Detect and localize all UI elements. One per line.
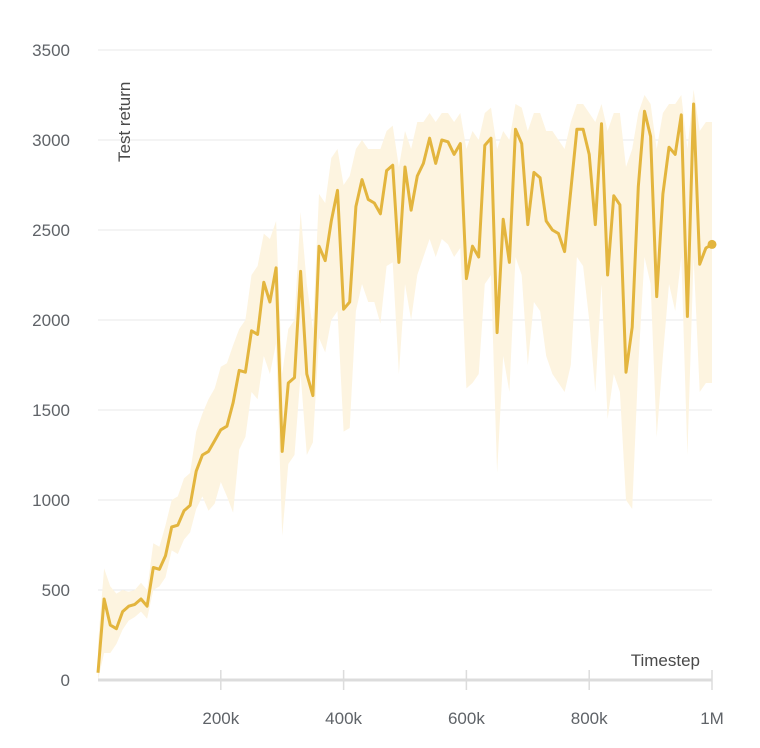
y-axis-title: Test return [115, 82, 134, 162]
x-tick-labels: 200k 400k 600k 800k 1M [202, 709, 723, 728]
series-line [96, 102, 713, 673]
y-tick-label: 2000 [32, 311, 70, 330]
axes [98, 670, 713, 690]
y-tick-label: 3500 [32, 41, 70, 60]
x-tick-label: 1M [700, 709, 724, 728]
x-axis-title: Timestep [631, 651, 700, 670]
y-tick-label: 500 [42, 581, 70, 600]
y-tick-label: 2500 [32, 221, 70, 240]
x-tick-label: 600k [448, 709, 485, 728]
x-tick-label: 200k [202, 709, 239, 728]
x-tick-label: 800k [571, 709, 608, 728]
last-point-marker [707, 239, 717, 249]
y-tick-label: 0 [61, 671, 70, 690]
series-line-layer [96, 102, 717, 673]
y-tick-label: 1000 [32, 491, 70, 510]
x-tick-label: 400k [325, 709, 362, 728]
y-tick-label: 3000 [32, 131, 70, 150]
y-tick-labels: 0 500 1000 1500 2000 2500 3000 3500 [32, 41, 70, 690]
y-tick-label: 1500 [32, 401, 70, 420]
